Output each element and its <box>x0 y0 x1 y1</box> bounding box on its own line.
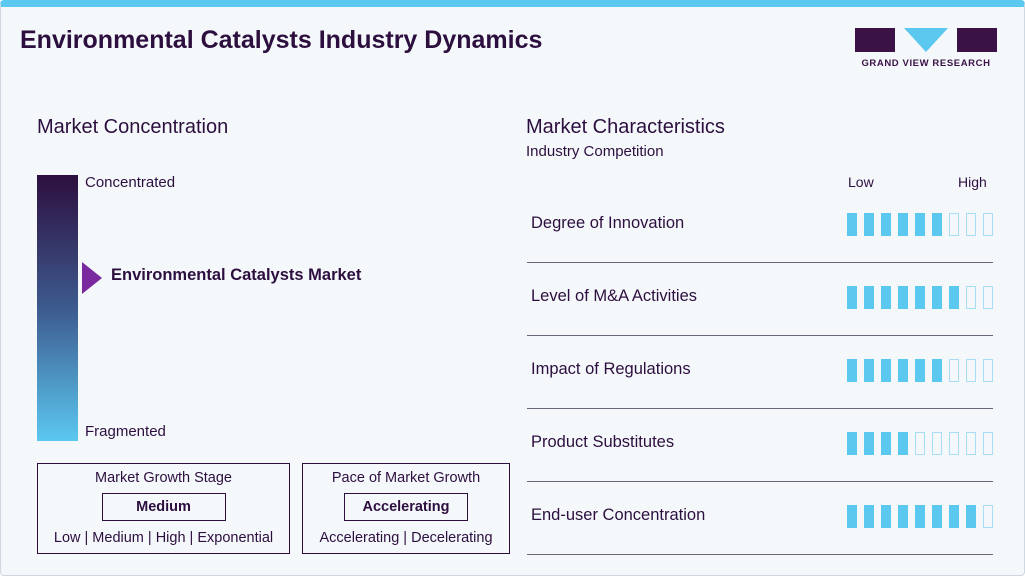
empty-bar <box>983 432 993 455</box>
logo: GRAND VIEW RESEARCH <box>855 28 997 69</box>
filled-bar <box>847 432 857 455</box>
empty-bar <box>983 213 993 236</box>
logo-v-shape <box>904 28 948 52</box>
logo-g-shape <box>855 28 895 52</box>
filled-bar <box>864 213 874 236</box>
concentration-gradient-bar <box>37 175 78 441</box>
filled-bar <box>932 505 942 528</box>
characteristics-heading: Market Characteristics <box>526 116 725 138</box>
filled-bar <box>847 213 857 236</box>
filled-bar <box>898 505 908 528</box>
filled-bar <box>864 432 874 455</box>
characteristic-row: Product Substitutes <box>527 409 993 482</box>
pace-value: Accelerating <box>344 493 468 521</box>
empty-bar <box>983 359 993 382</box>
concentrated-label: Concentrated <box>85 174 176 191</box>
empty-bar <box>966 359 976 382</box>
high-label: High <box>958 174 987 190</box>
rating-bars <box>847 286 993 309</box>
characteristic-row: End-user Concentration <box>527 482 993 555</box>
empty-bar <box>966 432 976 455</box>
page-title: Environmental Catalysts Industry Dynamic… <box>20 26 543 54</box>
filled-bar <box>949 286 959 309</box>
characteristics-subheading: Industry Competition <box>526 143 664 160</box>
empty-bar <box>949 359 959 382</box>
empty-bar <box>966 213 976 236</box>
empty-bar <box>949 213 959 236</box>
fragmented-label: Fragmented <box>85 423 166 440</box>
pace-options: Accelerating | Decelerating <box>319 530 493 546</box>
market-marker-arrow-icon <box>82 262 102 294</box>
filled-bar <box>864 359 874 382</box>
filled-bar <box>932 359 942 382</box>
filled-bar <box>881 432 891 455</box>
filled-bar <box>864 286 874 309</box>
rating-bars <box>847 359 993 382</box>
rating-bars <box>847 505 993 528</box>
filled-bar <box>932 213 942 236</box>
characteristic-label: Level of M&A Activities <box>531 287 697 305</box>
characteristic-label: Product Substitutes <box>531 433 675 451</box>
growth-stage-title: Market Growth Stage <box>95 470 232 486</box>
filled-bar <box>898 432 908 455</box>
filled-bar <box>915 213 925 236</box>
characteristic-row: Impact of Regulations <box>527 336 993 409</box>
filled-bar <box>864 505 874 528</box>
filled-bar <box>966 505 976 528</box>
growth-stage-value: Medium <box>101 493 226 521</box>
rating-bars <box>847 432 993 455</box>
filled-bar <box>847 505 857 528</box>
rating-bars <box>847 213 993 236</box>
low-label: Low <box>848 174 874 190</box>
pace-title: Pace of Market Growth <box>331 470 481 486</box>
pace-box: Pace of Market Growth Accelerating Accel… <box>302 463 510 554</box>
filled-bar <box>881 359 891 382</box>
empty-bar <box>966 286 976 309</box>
filled-bar <box>949 505 959 528</box>
growth-stage-options: Low | Medium | High | Exponential <box>53 530 274 546</box>
empty-bar <box>932 432 942 455</box>
characteristic-label: Degree of Innovation <box>531 214 685 232</box>
concentration-heading: Market Concentration <box>37 116 229 138</box>
characteristic-label: Impact of Regulations <box>531 360 691 378</box>
characteristic-row: Degree of Innovation <box>527 190 993 263</box>
filled-bar <box>932 286 942 309</box>
filled-bar <box>881 505 891 528</box>
filled-bar <box>898 286 908 309</box>
market-marker-label: Environmental Catalysts Market <box>111 266 362 284</box>
filled-bar <box>915 505 925 528</box>
characteristic-label: End-user Concentration <box>531 506 706 524</box>
filled-bar <box>881 286 891 309</box>
empty-bar <box>983 286 993 309</box>
empty-bar <box>915 432 925 455</box>
empty-bar <box>983 505 993 528</box>
empty-bar <box>949 432 959 455</box>
filled-bar <box>915 286 925 309</box>
filled-bar <box>881 213 891 236</box>
growth-stage-box: Market Growth Stage Medium Low | Medium … <box>37 463 290 554</box>
characteristic-row: Level of M&A Activities <box>527 263 993 336</box>
filled-bar <box>898 359 908 382</box>
logo-r-shape <box>957 28 997 52</box>
filled-bar <box>898 213 908 236</box>
filled-bar <box>915 359 925 382</box>
logo-text: GRAND VIEW RESEARCH <box>861 58 991 69</box>
filled-bar <box>847 359 857 382</box>
filled-bar <box>847 286 857 309</box>
